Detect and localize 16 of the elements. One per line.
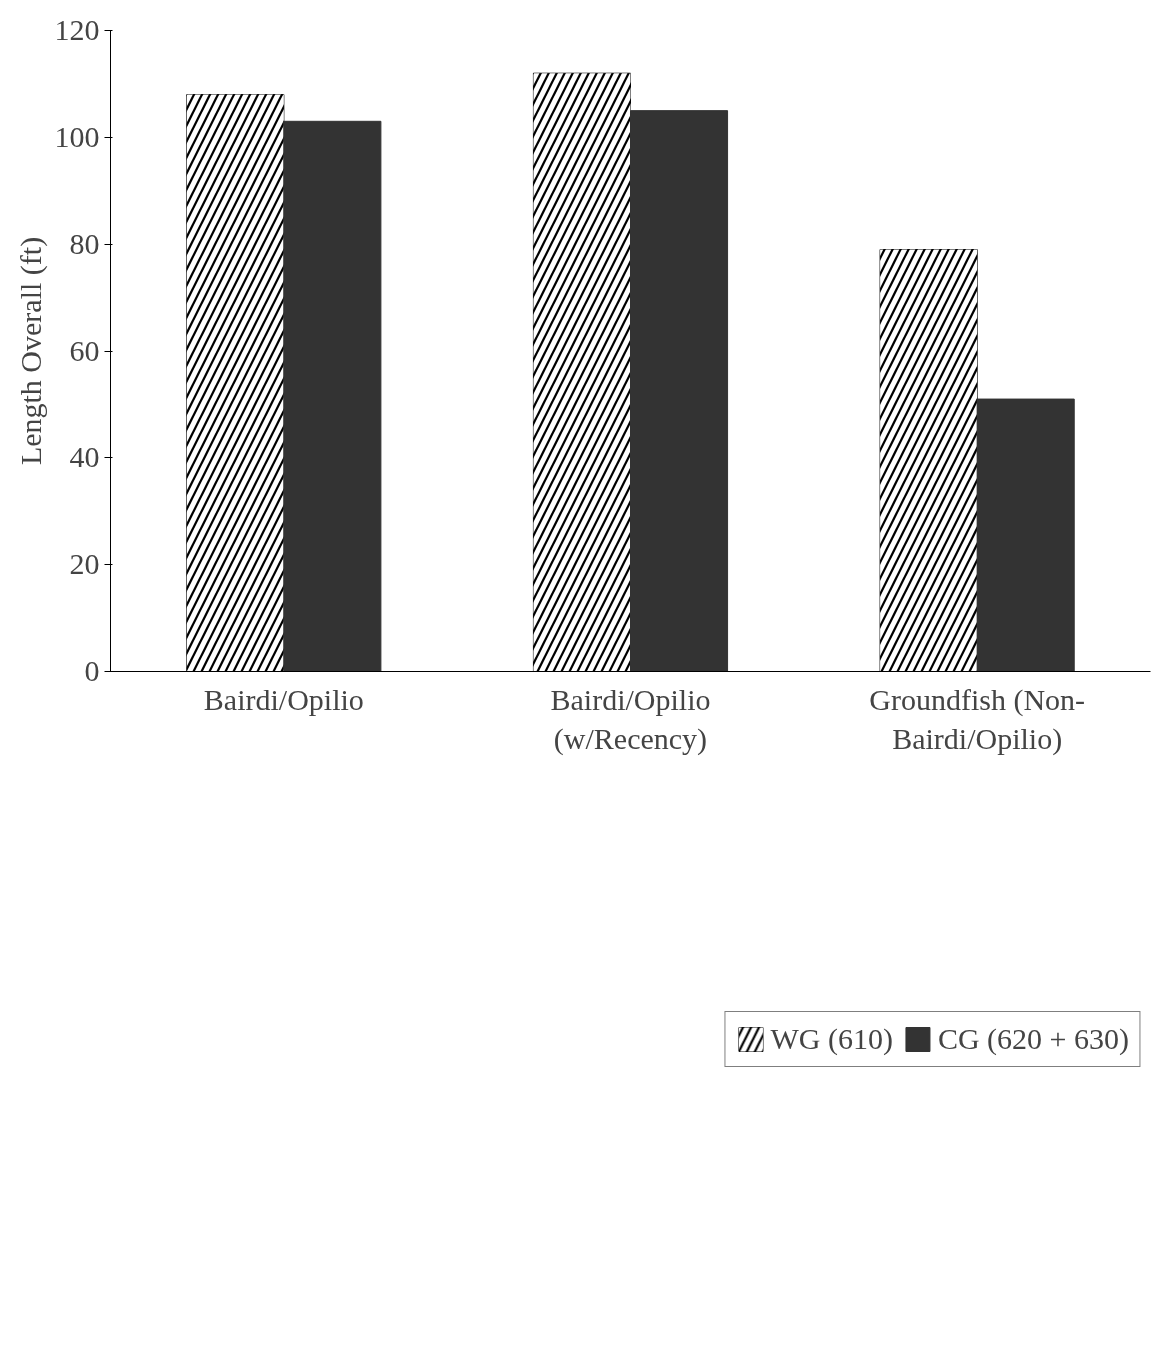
y-axis-title: Length Overall (ft) — [13, 236, 48, 466]
y-tick-label: 40 — [69, 440, 100, 474]
bar — [283, 120, 382, 672]
legend-label: CG (620 + 630) — [937, 1022, 1129, 1056]
legend-label: WG (610) — [770, 1022, 893, 1056]
y-tick-label: 20 — [69, 547, 100, 581]
y-tick-label: 80 — [69, 226, 100, 260]
x-tick-label: Bairdi/Opilio (w/Recency) — [550, 682, 711, 757]
y-tick-label: 120 — [54, 13, 100, 46]
y-tick-label: 100 — [54, 119, 100, 153]
x-tick-label: Bairdi/Opilio — [203, 682, 364, 716]
y-tick-label: 0 — [84, 654, 100, 687]
y-tick-label: 60 — [69, 333, 100, 367]
bar — [976, 398, 1075, 672]
x-tick-label: Groundfish (Non- Bairdi/Opilio) — [869, 682, 1086, 757]
bar — [630, 110, 729, 672]
